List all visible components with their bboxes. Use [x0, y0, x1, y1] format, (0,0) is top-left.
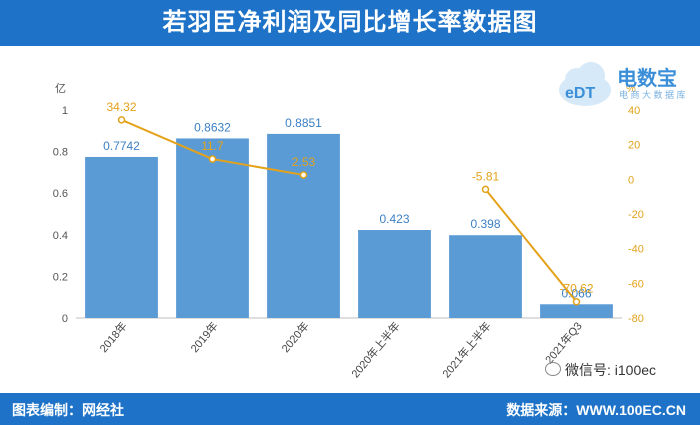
- bar-value-label: 0.066: [561, 286, 591, 300]
- right-tick-label: -40: [628, 244, 644, 256]
- x-tick-label: 2018年: [96, 319, 130, 355]
- x-tick-label: 2019年: [187, 319, 221, 355]
- left-tick-label: 0.6: [53, 188, 68, 200]
- chart-plot: 0 0.2 0.4 0.6 0.8 1 亿 -80 -60 -40 -20 0 20 40% 0.7742 0…: [53, 82, 644, 380]
- right-tick-label: -80: [628, 313, 644, 325]
- line-value-label: 11.7: [201, 139, 224, 153]
- right-axis-unit: %: [626, 83, 636, 95]
- bar: [85, 156, 158, 318]
- line-value-label: -5.81: [472, 169, 500, 183]
- watermark: 微信号: i100ec: [545, 360, 656, 380]
- line-segment: [484, 188, 578, 303]
- line-value-label: 34.32: [106, 100, 136, 114]
- line-point: [117, 116, 126, 124]
- left-tick-label: 0.8: [53, 147, 68, 159]
- bar: [540, 304, 613, 318]
- left-tick-label: 0: [62, 313, 68, 325]
- right-tick-label: -60: [628, 278, 644, 290]
- footer-source: 数据来源：WWW.100EC.CN: [506, 402, 686, 418]
- x-tick-label: 2021年上半年: [439, 319, 494, 380]
- left-tick-label: 1: [62, 105, 68, 117]
- line-point: [572, 297, 581, 306]
- svg-text:eDT: eDT: [565, 85, 595, 102]
- line-point: [299, 171, 308, 179]
- logo-name: 电数宝: [617, 68, 677, 90]
- logo: eDT 电数宝 电 商 大 数 据 库: [555, 58, 695, 114]
- bar-value-label: 0.423: [379, 212, 409, 226]
- right-tick-label: 0: [628, 174, 634, 186]
- right-tick-label: -20: [628, 209, 644, 221]
- footer-credit: 图表编制：网经社: [12, 402, 124, 418]
- right-tick-label: 20: [628, 140, 640, 152]
- bar-value-label: 0.7742: [103, 139, 140, 153]
- bar-value-label: 0.398: [470, 217, 500, 231]
- x-tick-label: 2020年: [278, 319, 312, 355]
- line-segment: [121, 118, 213, 160]
- bar: [267, 133, 340, 318]
- logo-subtitle: 电 商 大 数 据 库: [619, 90, 686, 100]
- line-value-label: -70.62: [559, 282, 593, 296]
- left-tick-label: 0.4: [53, 230, 68, 242]
- right-tick-label: 40: [628, 105, 640, 117]
- bar-value-label: 0.8851: [285, 116, 322, 130]
- bar: [358, 230, 431, 318]
- left-tick-label: 0.2: [53, 271, 68, 283]
- footer-bar: 图表编制：网经社 数据来源：WWW.100EC.CN: [0, 393, 700, 425]
- x-tick-label: 2020年上半年: [348, 319, 403, 380]
- line-value-label: 2.53: [292, 155, 316, 169]
- wechat-icon: [545, 362, 561, 376]
- bar: [176, 138, 249, 318]
- left-axis-unit: 亿: [55, 82, 66, 95]
- bar: [449, 235, 522, 318]
- bar-value-label: 0.8632: [194, 120, 231, 134]
- cloud-logo-icon: eDT: [559, 62, 611, 106]
- chart-title: 若羽臣净利润及同比增长率数据图: [0, 0, 700, 46]
- watermark-text: 微信号: i100ec: [565, 362, 657, 378]
- line-point: [481, 185, 490, 194]
- line-segment: [212, 158, 304, 176]
- line-point: [208, 155, 217, 163]
